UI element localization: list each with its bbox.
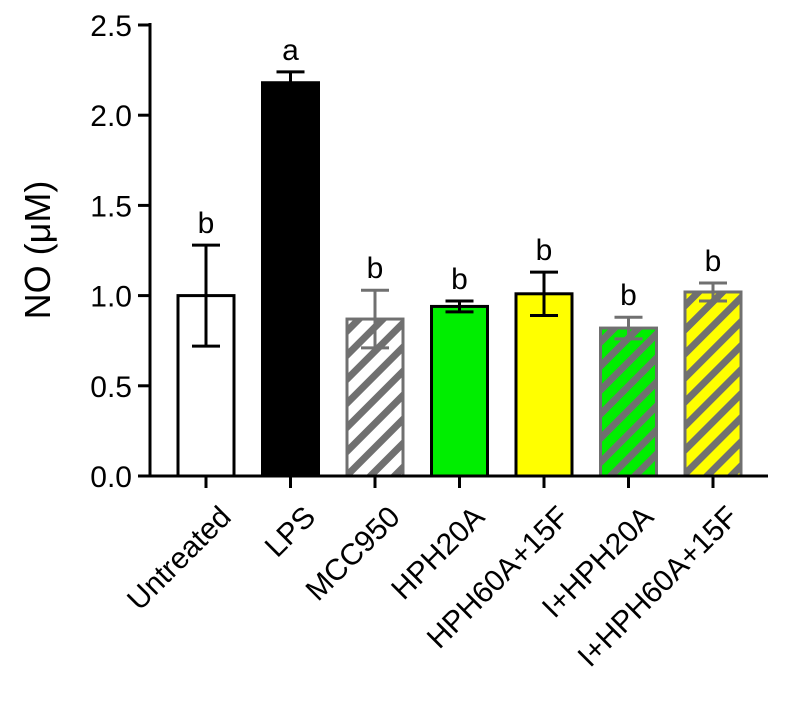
y-tick-label: 1.5: [90, 190, 132, 223]
x-tick-label: LPS: [259, 500, 322, 563]
significance-letter: b: [705, 245, 722, 278]
y-tick-label: 0.0: [90, 461, 132, 494]
x-tick-label: Untreated: [121, 500, 237, 616]
x-tick-label: I+HPH60A+15F: [572, 500, 745, 673]
bar: [683, 290, 743, 478]
y-ticks-group: 0.0 0.5 1.0 1.5 2.0 2.5: [90, 10, 150, 494]
bar: [430, 304, 489, 478]
x-labels-group: Untreated LPSMCC950HPH20AHPH60A+15FI+HPH2…: [121, 476, 745, 673]
significance-letter: b: [536, 234, 553, 267]
y-axis-label: NO (μM): [17, 181, 58, 320]
significance-letter: b: [367, 252, 384, 285]
y-tick-label: 2.0: [90, 100, 132, 133]
significance-letter: b: [451, 263, 468, 296]
significance-letter: b: [620, 279, 637, 312]
y-tick-label: 0.5: [90, 371, 132, 404]
x-tick-label: MCC950: [300, 500, 407, 607]
y-tick-label: 2.5: [90, 10, 132, 43]
significance-letter: b: [198, 207, 215, 240]
bar: [514, 292, 574, 478]
bar: [599, 326, 658, 478]
significance-letter: a: [282, 34, 299, 67]
y-tick-label: 1.0: [90, 281, 132, 314]
bar: [261, 81, 320, 478]
bars-group: b a b b b b b: [176, 34, 743, 478]
